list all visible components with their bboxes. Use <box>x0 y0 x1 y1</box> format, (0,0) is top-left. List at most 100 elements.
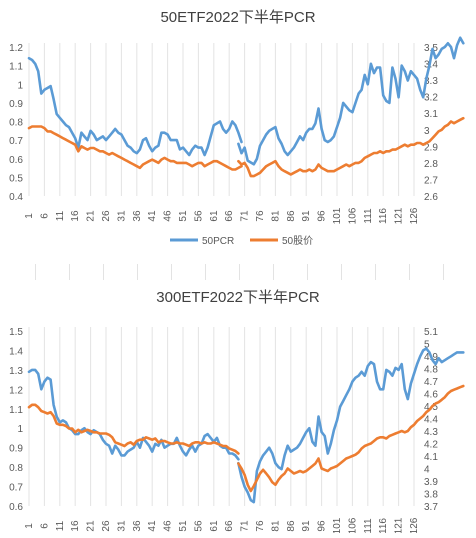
separator-gridline <box>69 264 70 280</box>
y-left-tick-label: 1.5 <box>9 327 23 338</box>
y-left-tick-label: 0.9 <box>9 444 23 455</box>
x-tick-label: 96 <box>317 210 328 222</box>
x-tick-label: 36 <box>132 520 143 532</box>
x-tick-label: 26 <box>101 210 112 222</box>
x-tick-label: 41 <box>147 520 158 532</box>
x-tick-label: 116 <box>378 208 389 224</box>
series-line-price <box>27 403 240 455</box>
y-right-tick-label: 3.2 <box>424 93 438 104</box>
y-right-tick-label: 2.9 <box>424 142 438 153</box>
x-tick-label: 16 <box>70 520 81 532</box>
x-tick-label: 121 <box>394 207 405 224</box>
x-tick-label: 11 <box>55 210 66 221</box>
x-tick-label: 1 <box>24 523 35 529</box>
x-tick-label: 31 <box>116 210 127 222</box>
x-tick-label: 1 <box>24 213 35 219</box>
x-tick-label: 61 <box>209 210 220 222</box>
x-tick-label: 96 <box>317 520 328 532</box>
x-tick-label: 116 <box>378 518 389 533</box>
x-tick-label: 81 <box>270 210 281 222</box>
separator-gridline <box>137 264 138 280</box>
y-left-tick-label: 0.5 <box>9 173 23 184</box>
y-right-tick-label: 4.2 <box>424 440 438 451</box>
y-right-tick-label: 3.1 <box>424 109 438 120</box>
separator-gridline <box>341 264 342 280</box>
x-tick-label: 11 <box>55 520 66 531</box>
y-right-tick-label: 4.7 <box>424 377 438 388</box>
x-tick-label: 66 <box>224 520 235 532</box>
y-right-tick-label: 3.3 <box>424 76 438 87</box>
chart-panel-300etf: 300ETF2022下半年PCR 1 6 11 16 21 26 31 36 41 46 51 56 61… <box>0 281 476 534</box>
y-left-tick-label: 1.2 <box>9 43 23 54</box>
x-tick-label: 86 <box>286 520 297 532</box>
separator-gridline <box>205 264 206 280</box>
y-right-tick-label: 2.8 <box>424 159 438 170</box>
x-tick-label: 31 <box>116 520 127 532</box>
series-line-price <box>27 125 243 171</box>
legend-label: 50股价 <box>282 235 313 247</box>
x-tick-label: 91 <box>301 520 312 532</box>
y-left-tick-label: 1.4 <box>9 346 23 357</box>
y-left-tick-label: 0.4 <box>9 192 23 203</box>
x-tick-label: 111 <box>363 518 374 533</box>
y-right-tick-label: 5.1 <box>424 327 438 338</box>
x-tick-label: 46 <box>163 520 174 532</box>
x-tick-label: 26 <box>101 520 112 532</box>
y-left-tick-label: 0.7 <box>9 483 23 494</box>
y-right-tick-label: 2.7 <box>424 175 438 186</box>
y-right-tick-label: 2.6 <box>424 192 438 203</box>
chart-panel-50etf: 50ETF2022下半年PCR 1 6 11 16 21 26 31 36 41 46 51 56 61 6… <box>0 0 476 262</box>
x-tick-label: 81 <box>270 520 281 532</box>
x-tick-label: 61 <box>209 520 220 532</box>
x-tick-label: 121 <box>394 517 405 533</box>
x-tick-label: 51 <box>178 520 189 532</box>
y-left-tick-label: 1 <box>17 80 23 91</box>
separator-gridline <box>409 264 410 280</box>
y-right-tick-label: 4.6 <box>424 390 438 401</box>
y-left-tick-label: 0.6 <box>9 155 23 166</box>
y-right-tick-label: 4.1 <box>424 452 438 463</box>
y-left-tick-label: 1.1 <box>9 62 23 73</box>
y-right-tick-label: 4.4 <box>424 415 438 426</box>
series-line-pcr <box>237 36 465 166</box>
y-right-tick-label: 3 <box>424 126 430 137</box>
separator-gridline <box>443 264 444 280</box>
series-line-price <box>237 384 465 493</box>
x-tick-label: 6 <box>39 523 50 529</box>
y-left-tick-label: 0.9 <box>9 99 23 110</box>
x-tick-label: 76 <box>255 210 266 222</box>
y-left-tick-label: 0.8 <box>9 463 23 474</box>
chart-title: 300ETF2022下半年PCR <box>156 289 320 306</box>
y-left-tick-label: 1.3 <box>9 366 23 377</box>
x-tick-label: 21 <box>86 520 97 532</box>
x-tick-label: 16 <box>70 210 81 222</box>
x-tick-label: 6 <box>39 213 50 219</box>
x-tick-label: 46 <box>163 210 174 222</box>
series-line-pcr <box>27 56 243 157</box>
separator-gridline <box>103 264 104 280</box>
separator-gridline <box>171 264 172 280</box>
y-left-tick-label: 1 <box>17 424 23 435</box>
x-tick-label: 36 <box>132 210 143 222</box>
separator-gridline <box>307 264 308 280</box>
y-right-tick-label: 4.8 <box>424 365 438 376</box>
series-line-pcr <box>27 368 240 461</box>
y-left-tick-label: 1.2 <box>9 385 23 396</box>
x-tick-label: 86 <box>286 210 297 222</box>
y-right-tick-label: 3.4 <box>424 60 438 71</box>
separator-gridline <box>273 264 274 280</box>
y-right-tick-label: 4.3 <box>424 427 438 438</box>
y-left-tick-label: 0.8 <box>9 118 23 129</box>
y-right-tick-label: 3.7 <box>424 502 438 513</box>
x-tick-label: 51 <box>178 210 189 222</box>
y-right-tick-label: 3.5 <box>424 43 438 54</box>
x-tick-label: 41 <box>147 210 158 222</box>
x-tick-label: 106 <box>347 207 358 224</box>
separator-gridline <box>35 264 36 280</box>
y-right-tick-label: 3.9 <box>424 477 438 488</box>
y-right-tick-label: 5 <box>424 340 430 351</box>
x-tick-label: 91 <box>301 210 312 222</box>
x-tick-label: 76 <box>255 520 266 532</box>
x-tick-label: 111 <box>363 208 374 224</box>
